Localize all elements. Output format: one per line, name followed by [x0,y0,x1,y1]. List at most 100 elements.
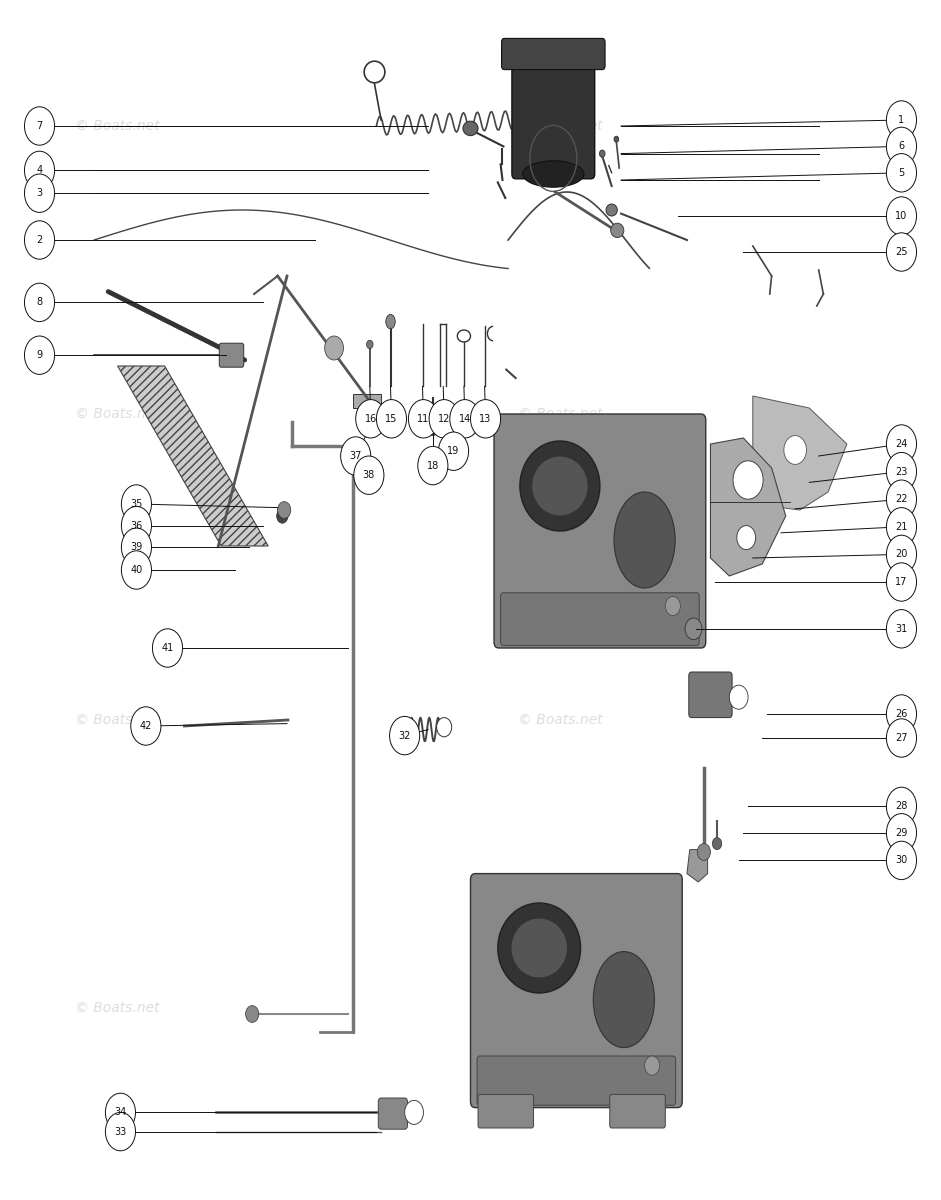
FancyBboxPatch shape [502,38,605,70]
Circle shape [886,154,917,192]
FancyBboxPatch shape [494,414,706,648]
Circle shape [886,610,917,648]
Ellipse shape [614,492,676,588]
Text: © Boats.net: © Boats.net [75,119,160,133]
Circle shape [429,400,459,438]
Circle shape [418,446,448,485]
Text: 9: 9 [37,350,42,360]
Text: 31: 31 [895,624,908,634]
Ellipse shape [386,314,395,329]
FancyBboxPatch shape [610,1094,665,1128]
Circle shape [886,452,917,491]
Circle shape [325,336,343,360]
Circle shape [354,456,384,494]
Circle shape [886,233,917,271]
Text: 1: 1 [899,115,904,125]
Circle shape [685,618,702,640]
Circle shape [886,508,917,546]
Text: 5: 5 [899,168,904,178]
Circle shape [712,838,722,850]
Polygon shape [687,850,708,882]
Circle shape [24,221,55,259]
Text: 40: 40 [130,565,143,575]
FancyBboxPatch shape [501,593,699,646]
Circle shape [450,400,480,438]
Text: 33: 33 [114,1127,127,1136]
Text: 15: 15 [385,414,398,424]
Circle shape [121,528,152,566]
Text: 17: 17 [895,577,908,587]
Circle shape [105,1112,136,1151]
Circle shape [886,719,917,757]
Circle shape [356,400,386,438]
FancyBboxPatch shape [689,672,732,718]
Ellipse shape [519,440,599,530]
Text: 35: 35 [130,499,143,509]
Text: © Boats.net: © Boats.net [518,119,602,133]
Text: 2: 2 [37,235,42,245]
Circle shape [645,1056,660,1075]
Text: 42: 42 [139,721,152,731]
Circle shape [437,718,452,737]
Text: © Boats.net: © Boats.net [518,1001,602,1015]
Text: 13: 13 [479,414,492,424]
Text: 21: 21 [895,522,908,532]
Text: 41: 41 [161,643,174,653]
Circle shape [24,151,55,190]
Text: 10: 10 [895,211,908,221]
Circle shape [886,480,917,518]
Circle shape [470,400,501,438]
Circle shape [886,101,917,139]
Text: 19: 19 [447,446,460,456]
Ellipse shape [611,223,624,238]
Circle shape [886,127,917,166]
Polygon shape [118,366,268,546]
Text: 28: 28 [895,802,908,811]
Text: 23: 23 [895,467,908,476]
Circle shape [886,197,917,235]
Text: 36: 36 [130,521,143,530]
Polygon shape [753,396,847,510]
Circle shape [737,526,756,550]
Text: © Boats.net: © Boats.net [75,1001,160,1015]
Ellipse shape [606,204,617,216]
Ellipse shape [498,902,581,992]
Circle shape [341,437,371,475]
Circle shape [376,400,407,438]
Text: 4: 4 [37,166,42,175]
Text: © Boats.net: © Boats.net [75,713,160,727]
Circle shape [121,485,152,523]
Polygon shape [710,438,786,576]
Ellipse shape [523,161,583,187]
Ellipse shape [532,456,588,516]
Circle shape [886,787,917,826]
Circle shape [729,685,748,709]
Circle shape [390,716,420,755]
Circle shape [277,509,288,523]
Text: 39: 39 [130,542,143,552]
Text: 12: 12 [438,414,451,424]
FancyBboxPatch shape [477,1056,676,1105]
Ellipse shape [429,428,437,436]
Text: 27: 27 [895,733,908,743]
Circle shape [405,1100,423,1124]
Text: © Boats.net: © Boats.net [518,407,602,421]
Text: 30: 30 [895,856,908,865]
Text: 18: 18 [426,461,439,470]
Circle shape [24,336,55,374]
Ellipse shape [614,136,619,142]
Text: 7: 7 [37,121,42,131]
Text: 6: 6 [899,142,904,151]
Circle shape [886,535,917,574]
Text: 38: 38 [362,470,375,480]
Polygon shape [353,394,381,426]
Circle shape [439,432,469,470]
Circle shape [886,425,917,463]
Ellipse shape [463,121,478,136]
Circle shape [784,436,806,464]
FancyBboxPatch shape [219,343,244,367]
Circle shape [152,629,183,667]
Text: © Boats.net: © Boats.net [518,713,602,727]
FancyBboxPatch shape [512,55,595,179]
Circle shape [131,707,161,745]
